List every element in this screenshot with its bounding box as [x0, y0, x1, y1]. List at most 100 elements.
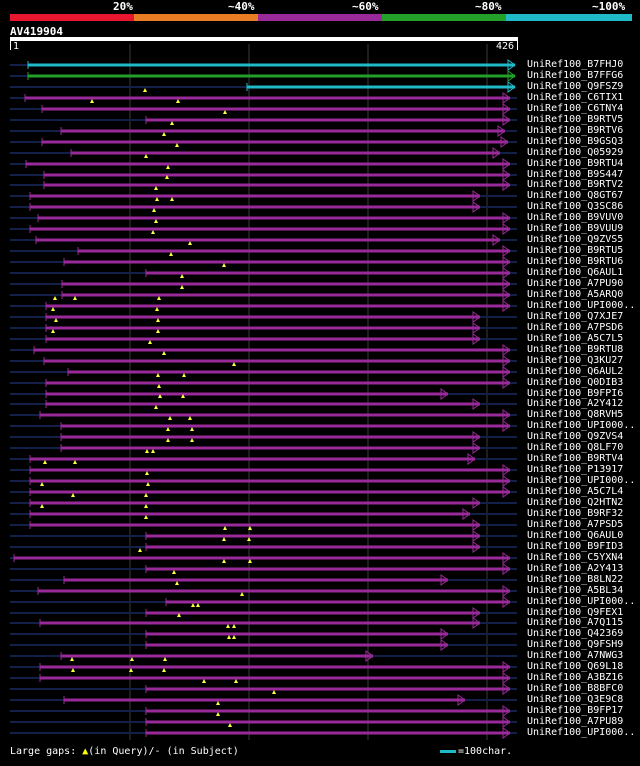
hit-label[interactable]: UniRef100_B9RTU5 — [527, 245, 624, 256]
query-gap-marker-icon — [154, 219, 158, 223]
hit-label[interactable]: UniRef100_B7FHJ0 — [527, 59, 624, 70]
query-gap-marker-icon — [188, 241, 192, 245]
hit-label[interactable]: UniRef100_P13917 — [527, 464, 624, 475]
hit-label[interactable]: UniRef100_Q0DIB3 — [527, 377, 624, 388]
hit-label[interactable]: UniRef100_Q9FEX1 — [527, 607, 624, 618]
hit-label[interactable]: UniRef100_Q42369 — [527, 628, 624, 639]
query-gap-marker-icon — [54, 318, 58, 322]
hit-label[interactable]: UniRef100_UPI000.. — [527, 596, 636, 607]
hit-label[interactable]: UniRef100_C6TIX1 — [527, 92, 624, 103]
hit-label[interactable]: UniRef100_B9RTU4 — [527, 158, 624, 169]
hit-label[interactable]: UniRef100_UPI000.. — [527, 420, 636, 431]
hit-label[interactable]: UniRef100_A5BL34 — [527, 585, 624, 596]
hit-label[interactable]: UniRef100_Q9ZVS4 — [527, 431, 624, 442]
hit-label[interactable]: UniRef100_Q7XJE7 — [527, 311, 624, 322]
hit-label[interactable]: UniRef100_A7Q115 — [527, 617, 624, 628]
query-gap-marker-icon — [157, 384, 161, 388]
hit-label[interactable]: UniRef100_Q8GT67 — [527, 190, 624, 201]
color-segment-80 — [382, 14, 506, 21]
hit-label[interactable]: UniRef100_Q6AUL0 — [527, 530, 624, 541]
hit-label[interactable]: UniRef100_A5C7L5 — [527, 333, 624, 344]
query-gap-marker-icon — [166, 438, 170, 442]
hit-label[interactable]: UniRef100_B9RTV5 — [527, 114, 624, 125]
hit-label[interactable]: UniRef100_B7FFG6 — [527, 70, 624, 81]
hit-end-arrow-icon — [502, 409, 511, 421]
percent-label-100: ~100% — [592, 0, 626, 13]
hit-label[interactable]: UniRef100_B9FPI6 — [527, 388, 624, 399]
query-gap-marker-icon — [144, 515, 148, 519]
query-gap-marker-icon — [144, 504, 148, 508]
hit-label[interactable]: UniRef100_B9RTU8 — [527, 344, 624, 355]
percent-label-80: ~80% — [475, 0, 502, 13]
hit-label[interactable]: UniRef100_UPI000.. — [527, 475, 636, 486]
hit-end-arrow-icon — [502, 92, 511, 104]
hit-label[interactable]: UniRef100_C6TNY4 — [527, 103, 624, 114]
hit-end-arrow-icon — [462, 508, 471, 520]
query-gap-marker-icon — [144, 154, 148, 158]
query-gap-marker-icon — [202, 679, 206, 683]
hit-end-arrow-icon — [472, 201, 481, 213]
query-gap-marker-icon — [51, 307, 55, 311]
hit-label[interactable]: UniRef100_B9RTU6 — [527, 256, 624, 267]
hit-label[interactable]: UniRef100_Q3E9C8 — [527, 694, 624, 705]
color-segment-40 — [134, 14, 258, 21]
query-gap-marker-icon — [40, 482, 44, 486]
hit-end-arrow-icon — [502, 475, 511, 487]
query-gap-marker-icon — [166, 427, 170, 431]
hit-label[interactable]: UniRef100_B9RF32 — [527, 508, 624, 519]
hit-label[interactable]: UniRef100_A7PSD6 — [527, 322, 624, 333]
hit-label[interactable]: UniRef100_Q05929 — [527, 147, 624, 158]
hit-label[interactable]: UniRef100_A7PU90 — [527, 278, 624, 289]
hit-label[interactable]: UniRef100_A2Y413 — [527, 563, 624, 574]
hit-label[interactable]: UniRef100_Q8RVH5 — [527, 409, 624, 420]
query-gap-marker-icon — [71, 668, 75, 672]
hit-label[interactable]: UniRef100_A7NWG3 — [527, 650, 624, 661]
query-gap-marker-icon — [182, 373, 186, 377]
hit-label[interactable]: UniRef100_B9RTV6 — [527, 125, 624, 136]
query-gap-marker-icon — [191, 603, 195, 607]
hit-label[interactable]: UniRef100_Q8LF70 — [527, 442, 624, 453]
hit-label[interactable]: UniRef100_A7PU89 — [527, 716, 624, 727]
ruler-start-tick — [10, 41, 11, 50]
hit-label[interactable]: UniRef100_UPI000.. — [527, 300, 636, 311]
hit-label[interactable]: UniRef100_B9RTV2 — [527, 179, 624, 190]
hit-label[interactable]: UniRef100_Q2HTN2 — [527, 497, 624, 508]
hit-label[interactable]: UniRef100_B8LN22 — [527, 574, 624, 585]
identity-color-bar — [10, 14, 632, 21]
hit-label[interactable]: UniRef100_C5YXN4 — [527, 552, 624, 563]
hit-label[interactable]: UniRef100_Q9FSZ9 — [527, 81, 624, 92]
query-gap-marker-icon — [228, 723, 232, 727]
query-gap-marker-icon — [172, 570, 176, 574]
hit-label[interactable]: UniRef100_B9VUV0 — [527, 212, 624, 223]
hit-label[interactable]: UniRef100_Q69L18 — [527, 661, 624, 672]
hit-label[interactable]: UniRef100_B8BFC0 — [527, 683, 624, 694]
hit-label[interactable]: UniRef100_A7PSD5 — [527, 519, 624, 530]
subject-gap-marker-icon: - — [154, 746, 161, 757]
hit-end-arrow-icon — [502, 727, 511, 739]
hit-label[interactable]: UniRef100_A5C7L4 — [527, 486, 624, 497]
query-gap-marker-icon — [146, 482, 150, 486]
hit-label[interactable]: UniRef100_B9GSQ3 — [527, 136, 624, 147]
hit-label[interactable]: UniRef100_UPI000.. — [527, 727, 636, 738]
hit-label[interactable]: UniRef100_Q9FSH9 — [527, 639, 624, 650]
hit-label[interactable]: UniRef100_B9S447 — [527, 169, 624, 180]
query-gap-marker-icon — [248, 559, 252, 563]
scale-text: =100char. — [458, 746, 513, 757]
hit-label[interactable]: UniRef100_B9RTV4 — [527, 453, 624, 464]
query-gap-marker-icon — [222, 559, 226, 563]
query-gap-marker-icon — [168, 416, 172, 420]
hit-label[interactable]: UniRef100_A3BZ16 — [527, 672, 624, 683]
hit-label[interactable]: UniRef100_B9FID3 — [527, 541, 624, 552]
hit-label[interactable]: UniRef100_B9VUU9 — [527, 223, 624, 234]
hit-label[interactable]: UniRef100_A5ARQ0 — [527, 289, 624, 300]
hit-label[interactable]: UniRef100_Q3SC86 — [527, 201, 624, 212]
query-gap-marker-icon — [155, 307, 159, 311]
query-gap-marker-icon — [232, 624, 236, 628]
hit-label[interactable]: UniRef100_B9FP17 — [527, 705, 624, 716]
hit-label[interactable]: UniRef100_Q9ZVS5 — [527, 234, 624, 245]
hit-label[interactable]: UniRef100_A2Y412 — [527, 398, 624, 409]
hit-label[interactable]: UniRef100_Q6AUL2 — [527, 366, 624, 377]
hit-end-arrow-icon — [502, 716, 511, 728]
hit-label[interactable]: UniRef100_Q3KU27 — [527, 355, 624, 366]
hit-label[interactable]: UniRef100_Q6AUL1 — [527, 267, 624, 278]
